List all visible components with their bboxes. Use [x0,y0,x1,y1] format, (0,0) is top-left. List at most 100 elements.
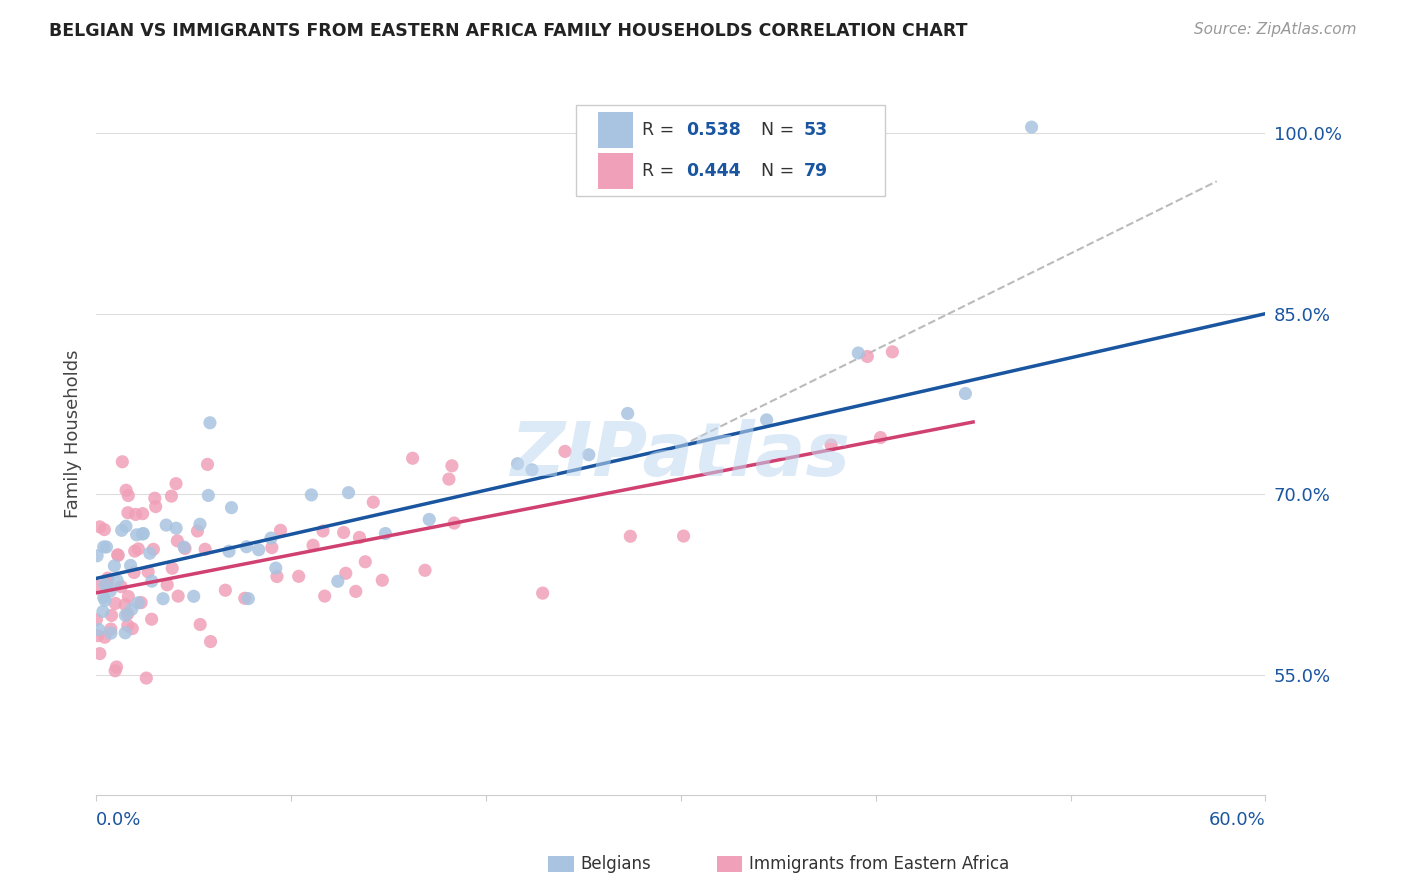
Point [135,671,157,685]
Point [129,596,152,610]
Point [616,407,638,421]
Point [89,520,111,534]
Point [174,541,197,556]
Point [127,541,149,556]
Point [124,544,146,558]
Point [87,629,110,643]
Point [93,591,115,605]
Point [200,634,222,648]
Point [882,344,904,359]
Point [167,589,190,603]
Point [91,605,114,619]
Text: R =: R = [643,120,681,139]
Point [100,626,122,640]
Point [111,524,134,538]
Point [266,569,288,583]
Point [270,524,292,538]
Point [349,531,371,545]
Point [121,602,143,616]
Point [86,549,108,563]
Point [114,625,136,640]
Point [437,472,460,486]
Point [131,527,153,541]
Point [93,630,115,644]
Point [156,578,179,592]
Point [165,476,187,491]
Point [214,583,236,598]
Point [141,612,163,626]
Point [188,617,211,632]
Point [520,463,543,477]
Point [374,526,396,541]
Point [96,540,118,554]
Point [117,618,139,632]
Point [125,528,148,542]
Point [264,561,287,575]
Text: Immigrants from Eastern Africa: Immigrants from Eastern Africa [749,855,1010,873]
Point [136,565,159,579]
Point [121,622,143,636]
Text: 60.0%: 60.0% [1209,811,1265,829]
Point [260,541,283,555]
Point [344,584,367,599]
Point [104,596,127,610]
Point [94,577,117,591]
Text: ZIPatlas: ZIPatlas [510,419,851,492]
Text: 53: 53 [804,120,828,139]
Bar [598,112,633,148]
Point [332,525,354,540]
Point [155,518,177,533]
Point [955,386,977,401]
Point [578,448,600,462]
Point [337,485,360,500]
Point [260,531,283,545]
Point [506,457,529,471]
Text: 0.0%: 0.0% [96,811,142,829]
Point [93,523,115,537]
Point [198,416,221,430]
Point [114,598,136,612]
Point [97,571,120,585]
Point [197,458,219,472]
Point [846,346,869,360]
Point [418,512,440,526]
Point [183,590,205,604]
Point [115,483,138,498]
Point [299,488,322,502]
Point [139,546,162,560]
Point [86,613,108,627]
Point [93,540,115,554]
Point [124,508,146,522]
Point [233,591,256,606]
Point [127,596,149,610]
Point [443,516,465,530]
Point [326,574,349,589]
Point [755,413,778,427]
Point [197,488,219,502]
Point [247,542,270,557]
Point [100,622,122,636]
FancyBboxPatch shape [575,105,886,195]
Point [166,533,188,548]
Point [114,608,136,623]
Point [188,517,211,532]
Text: 79: 79 [804,162,828,180]
Point [94,593,117,607]
Text: 0.444: 0.444 [686,162,741,180]
Point [235,540,257,554]
Point [531,586,554,600]
Point [371,573,394,587]
Point [131,507,153,521]
Y-axis label: Family Households: Family Households [65,350,82,518]
Text: 0.538: 0.538 [686,120,741,139]
Point [413,563,436,577]
Point [143,491,166,506]
Point [105,660,128,674]
Point [354,555,377,569]
Point [194,542,217,557]
Point [122,566,145,580]
Point [89,647,111,661]
Point [120,558,142,573]
Point [86,579,108,593]
Point [554,444,576,458]
